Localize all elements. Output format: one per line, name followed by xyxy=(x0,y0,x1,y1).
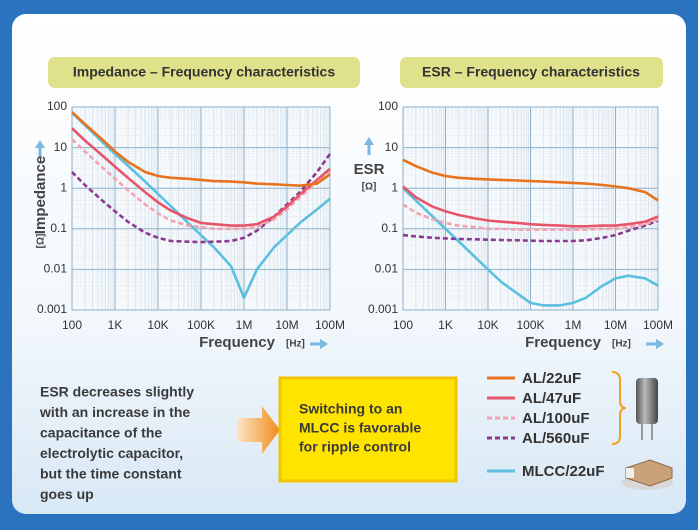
x-axis-label: Frequency xyxy=(525,334,602,351)
callout-text: MLCC is favorable xyxy=(299,420,421,436)
note-text: capacitance of the xyxy=(40,425,162,441)
series-line xyxy=(71,111,331,300)
x-tick-label: 100M xyxy=(643,318,673,332)
chart-title: ESR – Frequency characteristics xyxy=(422,64,640,80)
x-tick-label: 10M xyxy=(604,318,627,332)
y-tick-label: 0.001 xyxy=(37,302,67,316)
y-axis-unit: [Ω] xyxy=(362,182,377,193)
y-axis-unit: [Ω] xyxy=(36,234,47,249)
series-line xyxy=(71,138,331,231)
y-tick-label: 10 xyxy=(54,140,68,154)
x-tick-label: 100M xyxy=(315,318,345,332)
y-tick-label: 0.1 xyxy=(50,221,67,235)
x-tick-label: 1K xyxy=(438,318,453,332)
mlcc-terminal xyxy=(626,468,634,478)
x-tick-label: 10M xyxy=(275,318,298,332)
series-line xyxy=(402,203,659,231)
series-line xyxy=(402,187,659,307)
note-text: goes up xyxy=(40,486,94,502)
x-tick-label: 1M xyxy=(236,318,253,332)
x-axis-unit: [Hz] xyxy=(286,339,305,350)
legend-label: AL/22uF xyxy=(522,370,581,387)
title-box xyxy=(400,57,663,88)
x-tick-label: 10K xyxy=(147,318,168,332)
y-axis-label: Impedance xyxy=(32,156,49,234)
arrow xyxy=(238,406,280,454)
x-tick-label: 100 xyxy=(62,318,82,332)
legend-label: AL/100uF xyxy=(522,410,590,427)
series-line xyxy=(71,153,332,244)
series-line xyxy=(402,158,659,202)
axis-arrow xyxy=(364,137,374,155)
x-tick-label: 1M xyxy=(565,318,582,332)
x-axis-label: Frequency xyxy=(199,334,276,351)
note-text: electrolytic capacitor, xyxy=(40,445,183,461)
y-tick-label: 10 xyxy=(385,140,399,154)
title-box xyxy=(48,57,360,88)
x-tick-label: 1K xyxy=(108,318,123,332)
y-tick-label: 0.1 xyxy=(381,221,398,235)
note-text: but the time constant xyxy=(40,466,182,482)
note-text: with an increase in the xyxy=(39,404,190,420)
axis-arrow xyxy=(35,140,45,158)
y-tick-label: 1 xyxy=(391,180,398,194)
note-text: ESR decreases slightly xyxy=(40,384,194,400)
callout-box xyxy=(278,376,458,483)
series-line xyxy=(71,127,331,227)
series-line xyxy=(402,185,659,228)
series-line xyxy=(402,219,659,243)
axis-arrow xyxy=(310,339,328,349)
y-tick-label: 100 xyxy=(378,99,398,113)
x-tick-label: 100K xyxy=(187,318,215,332)
legend-label: AL/47uF xyxy=(522,390,581,407)
y-axis-label: ESR xyxy=(354,161,385,178)
y-tick-label: 0.01 xyxy=(44,262,68,276)
x-axis-unit: [Hz] xyxy=(612,339,631,350)
y-tick-label: 0.01 xyxy=(375,262,399,276)
axis-arrow xyxy=(646,339,664,349)
chart-title: Impedance – Frequency characteristics xyxy=(73,64,335,80)
legend-label: AL/560uF xyxy=(522,430,590,447)
callout-text: for ripple control xyxy=(299,439,411,455)
legend-label: MLCC/22uF xyxy=(522,463,605,480)
y-tick-label: 0.001 xyxy=(368,302,398,316)
series-line xyxy=(71,111,331,187)
bracket xyxy=(611,371,627,445)
y-tick-label: 1 xyxy=(60,180,67,194)
x-tick-label: 100K xyxy=(516,318,544,332)
x-tick-label: 100 xyxy=(393,318,413,332)
capacitor-icon xyxy=(636,378,658,424)
x-tick-label: 10K xyxy=(477,318,498,332)
callout-text: Switching to an xyxy=(299,401,402,417)
y-tick-label: 100 xyxy=(47,99,67,113)
